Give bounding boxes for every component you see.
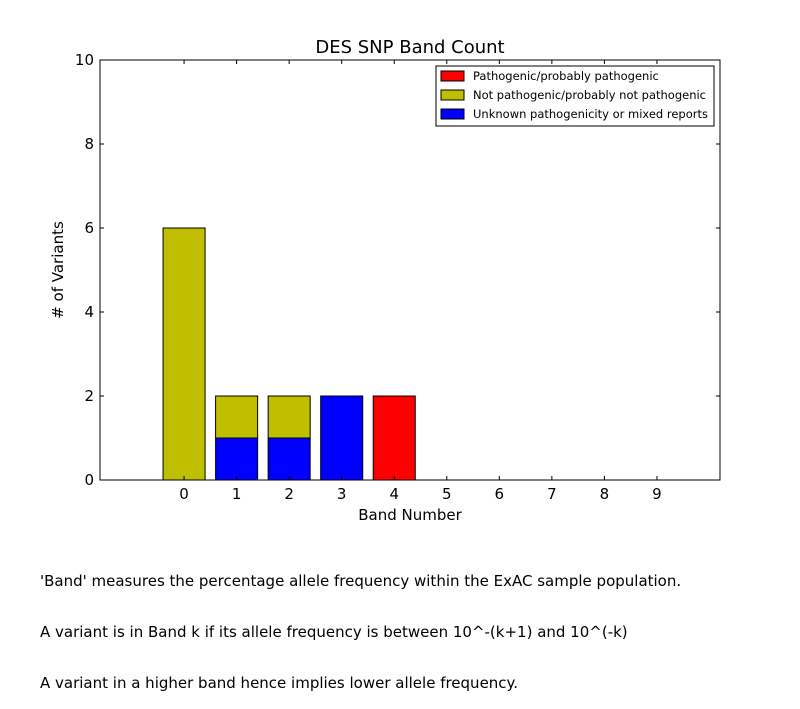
x-tick-label: 1	[232, 485, 242, 503]
caption-line-1: 'Band' measures the percentage allele fr…	[40, 572, 682, 590]
bar-1-series-0	[215, 437, 259, 481]
bar-3-series-0	[320, 395, 364, 481]
y-axis-label: # of Variants	[49, 221, 67, 319]
legend-label-2: Pathogenic/probably pathogenic	[473, 69, 659, 83]
y-tick-label: 0	[84, 471, 94, 489]
x-axis-label: Band Number	[358, 506, 462, 524]
chart-title: DES SNP Band Count	[315, 37, 504, 58]
y-tick-label: 2	[84, 387, 94, 405]
x-tick-label: 2	[284, 485, 294, 503]
bars-layer	[162, 227, 416, 481]
legend-label-0: Unknown pathogenicity or mixed reports	[473, 107, 708, 121]
x-tick-label: 7	[547, 485, 557, 503]
legend-box	[435, 65, 715, 127]
plot-frame	[99, 59, 721, 481]
axes-layer: 0 2 4 6 8 10 0 1 2 3 4 5 6 7 8 9	[75, 51, 721, 503]
legend-swatch-2	[440, 70, 465, 82]
x-tick-label: 9	[652, 485, 662, 503]
y-tick-label: 6	[84, 219, 94, 237]
x-tick-label: 8	[600, 485, 610, 503]
caption: 'Band' measures the percentage allele fr…	[40, 539, 681, 709]
y-tick-label: 4	[84, 303, 94, 321]
x-tick-label: 3	[337, 485, 347, 503]
bar-2-series-1	[267, 395, 311, 439]
caption-line-3: A variant in a higher band hence implies…	[40, 674, 519, 692]
legend-swatch-0	[440, 108, 465, 120]
x-tick-label: 5	[442, 485, 452, 503]
x-tick-label: 6	[495, 485, 505, 503]
x-tick-label: 0	[179, 485, 189, 503]
y-tick-label: 10	[75, 51, 94, 69]
legend-swatch-1	[440, 89, 465, 101]
band-count-chart: 0 2 4 6 8 10 0 1 2 3 4 5 6 7 8 9 Pathogenic/probably pa…	[49, 37, 721, 524]
legend: Pathogenic/probably pathogenic Not pathog…	[435, 65, 715, 127]
x-tick-label: 4	[389, 485, 399, 503]
bar-0-series-1	[162, 227, 206, 481]
bar-1-series-1	[215, 395, 259, 439]
bar-4-series-2	[372, 395, 416, 481]
y-tick-label: 8	[84, 135, 94, 153]
legend-label-1: Not pathogenic/probably not pathogenic	[473, 88, 706, 102]
bar-2-series-0	[267, 437, 311, 481]
caption-line-2: A variant is in Band k if its allele fre…	[40, 623, 628, 641]
